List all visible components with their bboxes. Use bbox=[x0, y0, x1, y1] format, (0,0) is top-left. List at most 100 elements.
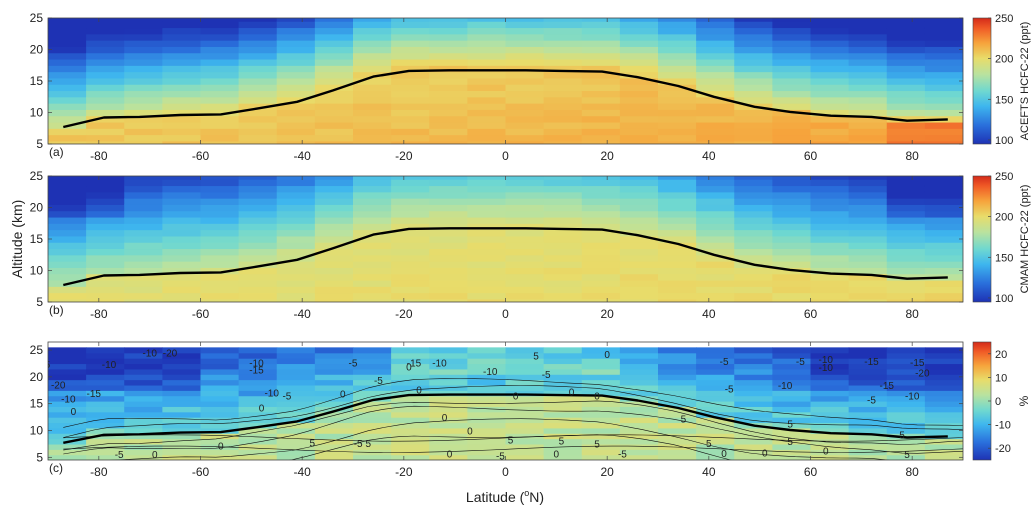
heatmap-cell bbox=[696, 347, 735, 354]
heatmap-cell bbox=[314, 454, 354, 460]
heatmap-cell bbox=[276, 121, 316, 129]
x-tick-label: 20 bbox=[600, 307, 614, 321]
heatmap-cell bbox=[467, 261, 507, 268]
heatmap-cell bbox=[543, 422, 583, 429]
heatmap-cell bbox=[924, 358, 963, 365]
heatmap-cell bbox=[924, 21, 963, 29]
heatmap-cell bbox=[886, 358, 926, 365]
x-tick-label: 80 bbox=[905, 465, 919, 479]
heatmap-cell bbox=[581, 115, 621, 123]
heatmap-cell bbox=[581, 292, 621, 300]
heatmap-cell bbox=[543, 229, 583, 237]
heatmap-cell bbox=[658, 368, 697, 375]
x-tick-label: -60 bbox=[192, 149, 210, 163]
heatmap-cell bbox=[658, 422, 697, 429]
heatmap-cell bbox=[353, 248, 392, 256]
heatmap-cell bbox=[86, 140, 125, 144]
colorbar-label-a: ACEFTS HCFC-22 (ppt) bbox=[1019, 22, 1031, 141]
heatmap-cell bbox=[696, 384, 735, 391]
heatmap-cell bbox=[429, 198, 468, 205]
heatmap-cell bbox=[162, 134, 202, 142]
heatmap-cell bbox=[200, 128, 240, 136]
heatmap-cell bbox=[48, 71, 87, 79]
heatmap-cell bbox=[505, 223, 545, 231]
heatmap-cell bbox=[238, 254, 278, 262]
heatmap-cell bbox=[581, 406, 621, 413]
heatmap-cell bbox=[505, 179, 545, 187]
heatmap-cell bbox=[353, 374, 392, 381]
heatmap-cell bbox=[886, 21, 926, 29]
heatmap-cell bbox=[696, 65, 735, 73]
heatmap-cell bbox=[429, 185, 468, 193]
heatmap-cell bbox=[886, 347, 926, 354]
heatmap-cell bbox=[848, 185, 888, 193]
heatmap-cell bbox=[238, 210, 278, 218]
heatmap-cell bbox=[696, 121, 735, 129]
heatmap-cell bbox=[734, 411, 773, 418]
heatmap-cell bbox=[734, 128, 773, 136]
heatmap-cell bbox=[658, 242, 697, 250]
heatmap-cell bbox=[276, 242, 316, 250]
heatmap-cell bbox=[581, 52, 621, 60]
heatmap-cell bbox=[124, 443, 163, 450]
heatmap-cell bbox=[124, 65, 163, 73]
heatmap-cell bbox=[238, 134, 278, 142]
heatmap-cell bbox=[391, 223, 430, 231]
heatmap-cell bbox=[162, 363, 202, 370]
heatmap-cell bbox=[619, 71, 659, 79]
heatmap-cell bbox=[734, 401, 773, 407]
heatmap-cell bbox=[238, 242, 278, 250]
heatmap-cell bbox=[467, 433, 507, 440]
heatmap-cell bbox=[772, 229, 812, 237]
heatmap-cell bbox=[353, 422, 392, 429]
heatmap-cell bbox=[467, 235, 507, 243]
heatmap-cell bbox=[314, 103, 354, 110]
heatmap-cell bbox=[581, 254, 621, 262]
heatmap-cell bbox=[162, 384, 202, 391]
heatmap-cell bbox=[543, 90, 583, 98]
heatmap-cell bbox=[48, 27, 87, 35]
heatmap-cell bbox=[48, 198, 87, 205]
heatmap-cell bbox=[734, 292, 773, 300]
heatmap-cell bbox=[810, 292, 850, 300]
heatmap-cell bbox=[200, 77, 240, 85]
heatmap-cell bbox=[353, 216, 392, 224]
heatmap-cell bbox=[314, 52, 354, 60]
heatmap-cell bbox=[505, 216, 545, 224]
heatmap-cell bbox=[86, 52, 125, 60]
heatmap-cell bbox=[276, 352, 316, 359]
heatmap-cell bbox=[238, 454, 278, 460]
heatmap-cell bbox=[772, 71, 812, 79]
heatmap-cell bbox=[810, 84, 850, 92]
heatmap-cell bbox=[658, 358, 697, 365]
heatmap-cell bbox=[772, 279, 812, 287]
heatmap-cell bbox=[162, 115, 202, 123]
heatmap-cell bbox=[848, 96, 888, 104]
heatmap-cell bbox=[505, 134, 545, 142]
heatmap-cell bbox=[162, 454, 202, 460]
heatmap-cell bbox=[276, 191, 316, 199]
heatmap-cell bbox=[86, 191, 125, 199]
colorbar-tick-label: 150 bbox=[995, 252, 1013, 264]
heatmap-cell bbox=[86, 292, 125, 300]
heatmap-cell bbox=[162, 21, 202, 29]
heatmap-cell bbox=[48, 384, 87, 391]
heatmap-cell bbox=[86, 18, 125, 22]
heatmap-cell bbox=[886, 210, 926, 218]
heatmap-cell bbox=[581, 46, 621, 54]
heatmap-cell bbox=[734, 286, 773, 294]
heatmap-cell bbox=[467, 18, 507, 22]
heatmap-cell bbox=[162, 261, 202, 268]
heatmap-cell bbox=[467, 374, 507, 381]
heatmap-cell bbox=[86, 71, 125, 79]
heatmap-cell bbox=[314, 438, 354, 445]
contour-label: -10 bbox=[905, 392, 920, 403]
heatmap-cell bbox=[200, 185, 240, 193]
heatmap-cell bbox=[886, 96, 926, 104]
heatmap-cell bbox=[200, 46, 240, 54]
heatmap-cell bbox=[314, 90, 354, 98]
heatmap-cell bbox=[658, 128, 697, 136]
heatmap-cell bbox=[658, 90, 697, 98]
heatmap-cell bbox=[505, 21, 545, 29]
heatmap-cell bbox=[314, 204, 354, 212]
